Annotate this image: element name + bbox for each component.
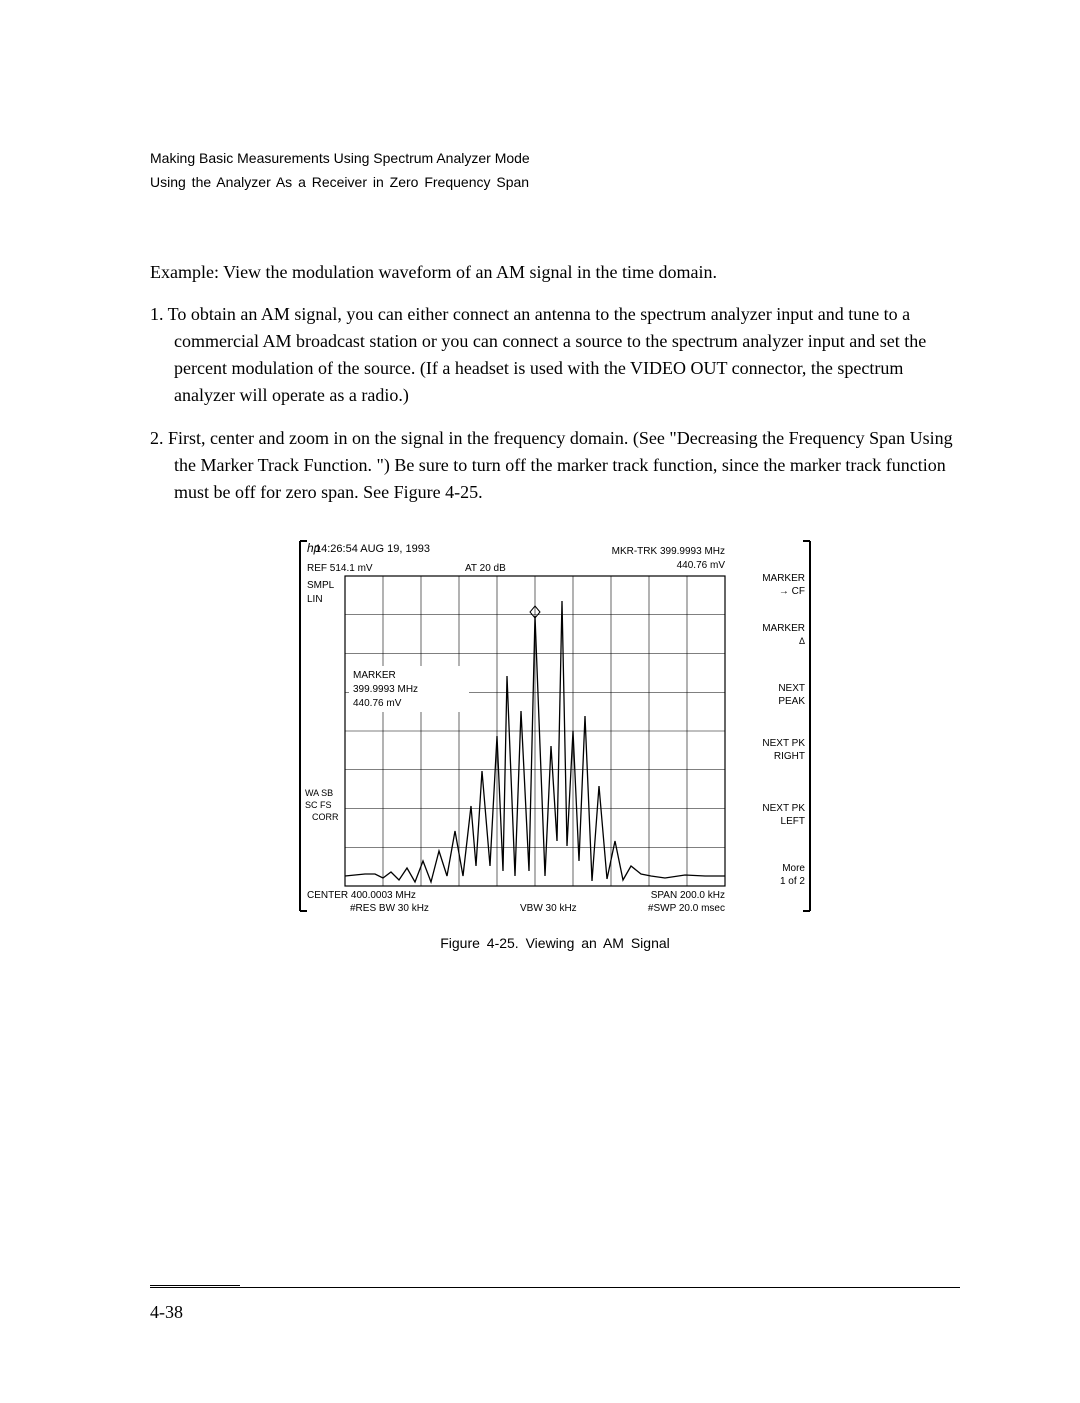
analyzer-screenshot: 14:26:54 AUG 19, 1993 hp MKR-TRK 399.999… — [295, 536, 815, 916]
fig-at: AT 20 dB — [465, 563, 506, 574]
fig-lin: LIN — [307, 594, 323, 605]
header-chapter: Making Basic Measurements Using Spectrum… — [150, 150, 960, 166]
fig-marker-box-l1: MARKER — [353, 670, 396, 681]
fig-corr: CORR — [312, 812, 339, 822]
footer-rule-short — [150, 1285, 240, 1286]
softkey-4-l2: RIGHT — [774, 751, 805, 762]
hp-logo: hp — [307, 541, 321, 555]
softkey-6-l2: 1 of 2 — [780, 876, 805, 887]
fig-sc-fs: SC FS — [305, 800, 332, 810]
fig-span: SPAN 200.0 kHz — [651, 890, 725, 901]
softkey-1-l2: → CF — [779, 586, 805, 597]
fig-ref: REF 514.1 mV — [307, 563, 373, 574]
fig-mkr-val: 440.76 mV — [677, 560, 726, 571]
softkey-2-l1: MARKER — [762, 623, 805, 634]
softkey-3-l2: PEAK — [778, 696, 805, 707]
fig-timestamp: 14:26:54 AUG 19, 1993 — [315, 543, 430, 555]
fig-marker-box-l3: 440.76 mV — [353, 698, 402, 709]
fig-res-bw: #RES BW 30 kHz — [350, 903, 429, 914]
example-paragraph: Example: View the modulation waveform of… — [150, 260, 960, 285]
fig-swp: #SWP 20.0 msec — [648, 903, 725, 914]
softkey-1-l1: MARKER — [762, 573, 805, 584]
fig-smpl: SMPL — [307, 580, 335, 591]
fig-marker-box-l2: 399.9993 MHz — [353, 684, 418, 695]
fig-vbw: VBW 30 kHz — [520, 903, 577, 914]
fig-wa-sb: WA SB — [305, 788, 333, 798]
header-section: Using the Analyzer As a Receiver in Zero… — [150, 174, 960, 190]
softkey-5-l1: NEXT PK — [762, 803, 805, 814]
softkey-3-l1: NEXT — [778, 683, 805, 694]
footer-rule — [150, 1287, 960, 1288]
fig-center-freq: CENTER 400.0003 MHz — [307, 890, 416, 901]
softkey-6-l1: More — [782, 863, 805, 874]
softkey-5-l2: LEFT — [781, 816, 805, 827]
softkey-4-l1: NEXT PK — [762, 738, 805, 749]
graticule: MARKER 399.9993 MHz 440.76 mV — [345, 576, 725, 886]
softkey-2-l2: Δ — [799, 636, 805, 646]
figure-caption: Figure 4-25. Viewing an AM Signal — [295, 935, 815, 951]
list-item-1: 1. To obtain an AM signal, you can eithe… — [150, 301, 960, 409]
softkeys: MARKER → CF MARKER Δ NEXT PEAK NEXT PK R… — [762, 573, 805, 887]
figure-4-25: 14:26:54 AUG 19, 1993 hp MKR-TRK 399.999… — [295, 536, 815, 951]
fig-mkr-trk: MKR-TRK 399.9993 MHz — [612, 546, 725, 557]
page-number: 4-38 — [150, 1302, 183, 1323]
list-item-2: 2. First, center and zoom in on the sign… — [150, 425, 960, 506]
